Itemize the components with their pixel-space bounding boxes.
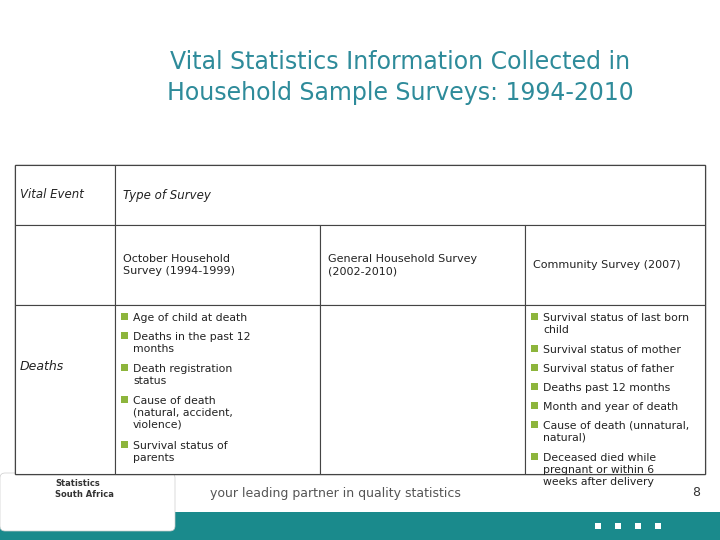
Bar [531,364,538,371]
Bar [531,453,538,460]
Text: 8: 8 [692,487,700,500]
Text: Age of child at death: Age of child at death [133,313,247,323]
Bar [15,305,115,474]
Bar [115,225,320,305]
Text: Deaths: Deaths [20,360,64,373]
Bar [525,225,705,305]
Text: Cause of death
(natural, accident,
violence): Cause of death (natural, accident, viole… [133,396,233,430]
Bar [531,402,538,409]
Bar [531,345,538,352]
Text: Survival status of mother: Survival status of mother [543,345,681,355]
FancyBboxPatch shape [0,473,175,531]
Text: Vital Event: Vital Event [20,188,84,201]
Bar [121,396,128,403]
Bar [15,165,705,474]
Bar [531,383,538,390]
Text: Deaths past 12 months: Deaths past 12 months [543,383,670,393]
Bar [525,305,705,474]
Text: Deaths in the past 12
months: Deaths in the past 12 months [133,332,251,354]
Bar [15,225,115,305]
Text: Vital Statistics Information Collected in
Household Sample Surveys: 1994-2010: Vital Statistics Information Collected i… [166,50,634,105]
Text: Survival status of father: Survival status of father [543,364,674,374]
Text: Survival status of
parents: Survival status of parents [133,441,228,463]
Bar [115,165,705,225]
Bar [531,313,538,320]
Text: your leading partner in quality statistics: your leading partner in quality statisti… [210,487,461,500]
Bar [121,313,128,320]
Bar [0,474,720,512]
Text: Survival status of last born
child: Survival status of last born child [543,313,689,335]
Bar [115,305,320,474]
Bar [121,364,128,371]
Text: Community Survey (2007): Community Survey (2007) [533,260,680,270]
Bar [320,225,525,305]
Text: Type of Survey: Type of Survey [123,188,211,201]
Bar [320,305,525,474]
Text: Deceased died while
pregnant or within 6
weeks after delivery: Deceased died while pregnant or within 6… [543,453,656,487]
Bar [15,165,115,225]
Bar [121,332,128,339]
Bar [531,421,538,428]
Text: Cause of death (unnatural,
natural): Cause of death (unnatural, natural) [543,421,689,443]
Text: General Household Survey
(2002-2010): General Household Survey (2002-2010) [328,254,477,276]
Text: Month and year of death: Month and year of death [543,402,678,412]
Text: Death registration
status: Death registration status [133,364,233,386]
Bar [121,441,128,448]
Bar [0,512,720,540]
Text: Statistics
South Africa: Statistics South Africa [55,480,114,499]
Text: October Household
Survey (1994-1999): October Household Survey (1994-1999) [123,254,235,276]
